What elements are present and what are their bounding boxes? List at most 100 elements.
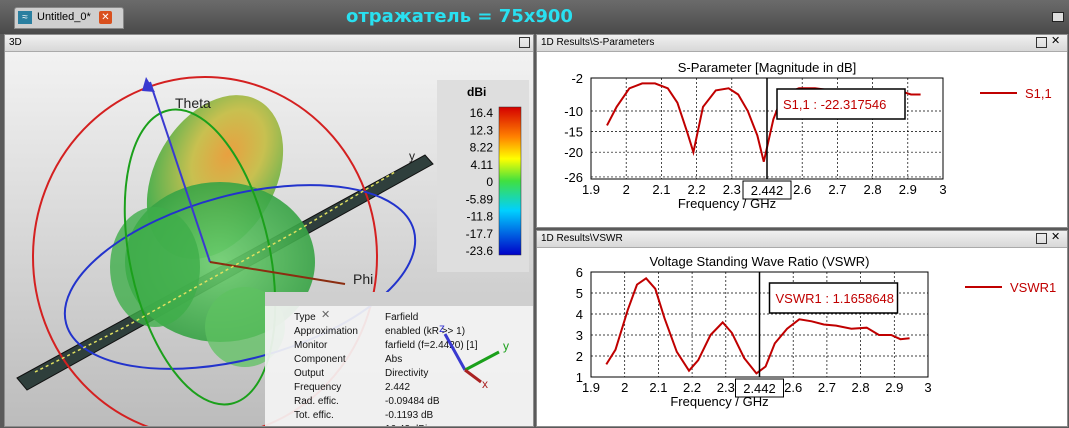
phi-axis	[209, 261, 346, 285]
colorbar-tick-label: -17.7	[466, 227, 494, 241]
x-tick-label: 3	[939, 182, 946, 197]
x-tick-label: 2.6	[784, 380, 802, 395]
series-line	[605, 276, 910, 375]
x-tick-label: 2.8	[864, 182, 882, 197]
legend-label: VSWR1	[1010, 280, 1056, 295]
y-tick-label: -2	[571, 71, 583, 86]
blue-circle	[63, 184, 417, 370]
y-tick-label: 4	[576, 307, 583, 322]
close-icon[interactable]: ✕	[1051, 231, 1061, 243]
red-circle	[32, 76, 378, 426]
x-tick-label: 2.1	[652, 182, 670, 197]
document-tab-bar: ≈ Untitled_0* ✕ отражатель = 75x900	[0, 0, 1069, 34]
colorbar-tick-label: -5.89	[466, 192, 494, 206]
info-key: Tot. effic.	[294, 410, 334, 421]
panel-vswr: 1D Results\VSWR ✕ Voltage Standing Wave …	[536, 230, 1068, 427]
legend-label: S1,1	[1025, 86, 1052, 101]
info-value: -0.1193 dB	[385, 410, 434, 421]
colorbar-ticks: 16.4 12.3 8.22 4.11 0 -5.89 -11.8 -17.7 -23.6	[466, 106, 494, 258]
marker-label: S1,1 : -22.317546	[783, 97, 886, 112]
y-axis-label: y	[409, 149, 415, 163]
mini-z-axis	[443, 333, 467, 371]
farfield-info: Type Farfield Approximation enabled (kR >> …	[294, 312, 478, 426]
info-key: Type	[294, 312, 316, 323]
info-key: Frequency	[294, 382, 341, 393]
phi-label: Phi	[353, 271, 373, 287]
info-value: 2.442	[385, 382, 410, 393]
info-key: Output	[294, 368, 324, 379]
x-tick-label: 3	[924, 380, 931, 395]
colorbar-gradient	[498, 106, 522, 256]
info-panel-header	[265, 292, 533, 306]
colorbar-tick-label: -11.8	[467, 210, 494, 224]
theta-label: Theta	[175, 95, 211, 111]
x-tick-label: 2.7	[818, 380, 836, 395]
panel-vswr-titlebar: 1D Results\VSWR ✕	[537, 231, 1067, 248]
close-icon[interactable]: ✕	[1051, 35, 1061, 47]
chart-title: Voltage Standing Wave Ratio (VSWR)	[650, 254, 870, 269]
info-key: Component	[294, 354, 346, 365]
colorbar-tick-label: 4.11	[471, 158, 494, 172]
info-key: Approximation	[294, 326, 358, 337]
y-tick-label: 5	[576, 286, 583, 301]
farfield-3d-view[interactable]: Theta Phi y dBi 16.4 12.3 8.22 4.11 0 -5.89 -1…	[5, 52, 533, 426]
x-tick-label: 2.1	[649, 380, 667, 395]
y-tick-label: 2	[576, 349, 583, 364]
info-close-icon[interactable]: ✕	[321, 309, 330, 321]
s-parameter-chart[interactable]: S-Parameter [Magnitude in dB] 1.9 2 2.1 2.2 2…	[537, 52, 1067, 227]
y-tick-label: 3	[576, 328, 583, 343]
project-icon: ≈	[18, 11, 32, 24]
info-value: enabled (kR >> 1)	[385, 326, 465, 337]
info-value: -0.09484 dB	[385, 396, 440, 407]
info-value: 16.43 dBi	[385, 424, 427, 426]
cursor-value: 2.442	[751, 183, 784, 198]
x-tick-label: 2.2	[683, 380, 701, 395]
x-tick-label: 1.9	[582, 380, 600, 395]
y-tick-label: 6	[576, 265, 583, 280]
close-tab-icon[interactable]: ✕	[99, 11, 112, 24]
x-axis-label: Frequency / GHz	[670, 394, 768, 409]
x-tick-label: 1.9	[582, 182, 600, 197]
panel-3d-title: 3D	[9, 37, 22, 48]
green-circle	[123, 108, 277, 406]
colorbar-tick-label: 16.4	[470, 106, 494, 120]
marker-label: VSWR1 : 1.1658648	[776, 291, 895, 306]
info-value: Directivity	[385, 368, 428, 379]
chart-title: S-Parameter [Magnitude in dB]	[678, 60, 856, 75]
info-key: Monitor	[294, 340, 328, 351]
theta-arrow-icon	[142, 77, 155, 92]
colorbar-tick-label: -23.6	[466, 244, 494, 258]
tab-title: Untitled_0*	[37, 11, 91, 23]
info-key: Rad. effic.	[294, 396, 339, 407]
vswr-chart[interactable]: Voltage Standing Wave Ratio (VSWR) 1.9 2 2.…	[537, 248, 1067, 426]
mini-y-label: y	[503, 339, 509, 353]
restore-icon[interactable]	[1036, 37, 1047, 48]
panel-s-parameters-title: 1D Results\S-Parameters	[541, 37, 655, 48]
cursor-box	[735, 378, 784, 398]
panel-vswr-title: 1D Results\VSWR	[541, 233, 623, 244]
panel-3d-titlebar: 3D	[5, 35, 533, 52]
x-tick-label: 2.3	[717, 380, 735, 395]
y-tick-label: 1	[576, 370, 583, 385]
x-tick-label: 2	[621, 380, 628, 395]
y-tick-label: -26	[564, 170, 583, 185]
mini-x-label: x	[482, 377, 488, 391]
x-tick-label: 2.8	[852, 380, 870, 395]
cursor-value: 2.442	[743, 381, 776, 396]
colorbar-unit: dBi	[467, 85, 486, 99]
x-tick-label: 2.3	[723, 182, 741, 197]
x-axis-label: Frequency / GHz	[678, 196, 776, 211]
restore-window-icon[interactable]	[1052, 12, 1064, 22]
x-tick-label: 2.7	[828, 182, 846, 197]
colorbar-tick-label: 8.22	[470, 141, 494, 155]
info-value: Abs	[385, 354, 402, 365]
x-tick-label: 2.6	[793, 182, 811, 197]
restore-icon[interactable]	[1036, 233, 1047, 244]
maximize-icon[interactable]	[519, 37, 530, 48]
marker-box	[768, 282, 899, 314]
colorbar-tick-label: 12.3	[470, 123, 494, 137]
tab-untitled[interactable]: ≈ Untitled_0* ✕	[14, 7, 124, 29]
banner-text: отражатель = 75x900	[346, 6, 573, 27]
mini-x-axis	[464, 368, 482, 384]
marker-box	[776, 88, 906, 120]
